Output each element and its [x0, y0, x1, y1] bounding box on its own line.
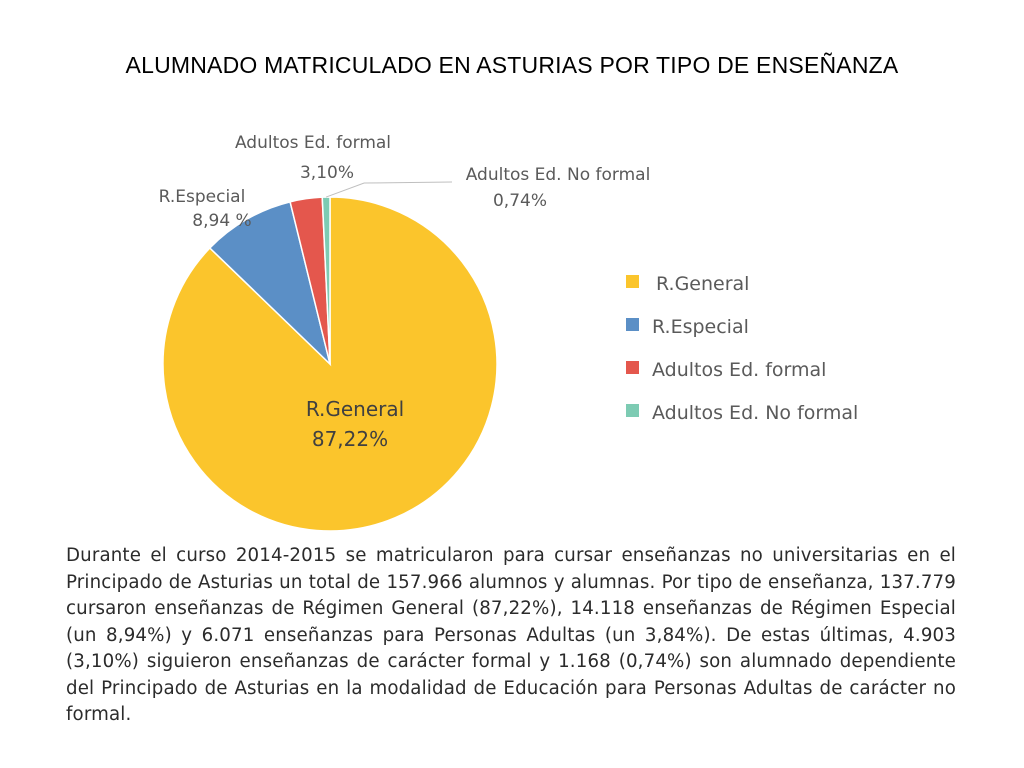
slice-label-name-adultos-ed-formal: Adultos Ed. formal — [235, 133, 391, 153]
legend-label-adultos-ed-formal: Adultos Ed. formal — [652, 359, 826, 381]
legend-swatch-r-general — [626, 275, 639, 288]
description-paragraph: Durante el curso 2014-2015 se matricular… — [66, 545, 956, 725]
page-title: ALUMNADO MATRICULADO EN ASTURIAS POR TIP… — [125, 52, 899, 78]
pie-slices — [162, 196, 498, 532]
legend-swatch-adultos-ed-formal — [626, 361, 639, 374]
slice-label-value-r-general: 87,22% — [312, 427, 388, 451]
legend-swatch-adultos-ed-no-formal — [626, 404, 639, 417]
slice-label-name-r-general: R.General — [306, 397, 404, 421]
slice-label-value-r-especial: 8,94 % — [192, 211, 251, 231]
legend-label-adultos-ed-no-formal: Adultos Ed. No formal — [652, 402, 858, 424]
slice-label-name-r-especial: R.Especial — [159, 187, 246, 207]
legend: R.General R.Especial Adultos Ed. formal Adu… — [626, 273, 858, 424]
slice-labels: R.General 87,22% R.Especial 8,94 % Adultos E… — [159, 133, 651, 451]
leader-line-adultos-ed-no-formal — [325, 181, 453, 198]
slice-label-value-adultos-ed-no-formal: 0,74% — [493, 191, 547, 211]
legend-label-r-general: R.General — [656, 273, 749, 295]
slice-label-value-adultos-ed-formal: 3,10% — [300, 163, 354, 183]
slice-label-name-adultos-ed-no-formal: Adultos Ed. No formal — [466, 165, 651, 185]
legend-label-r-especial: R.Especial — [652, 316, 749, 338]
legend-swatch-r-especial — [626, 318, 639, 331]
pie-chart: R.General 87,22% R.Especial 8,94 % Adultos E… — [159, 133, 858, 532]
